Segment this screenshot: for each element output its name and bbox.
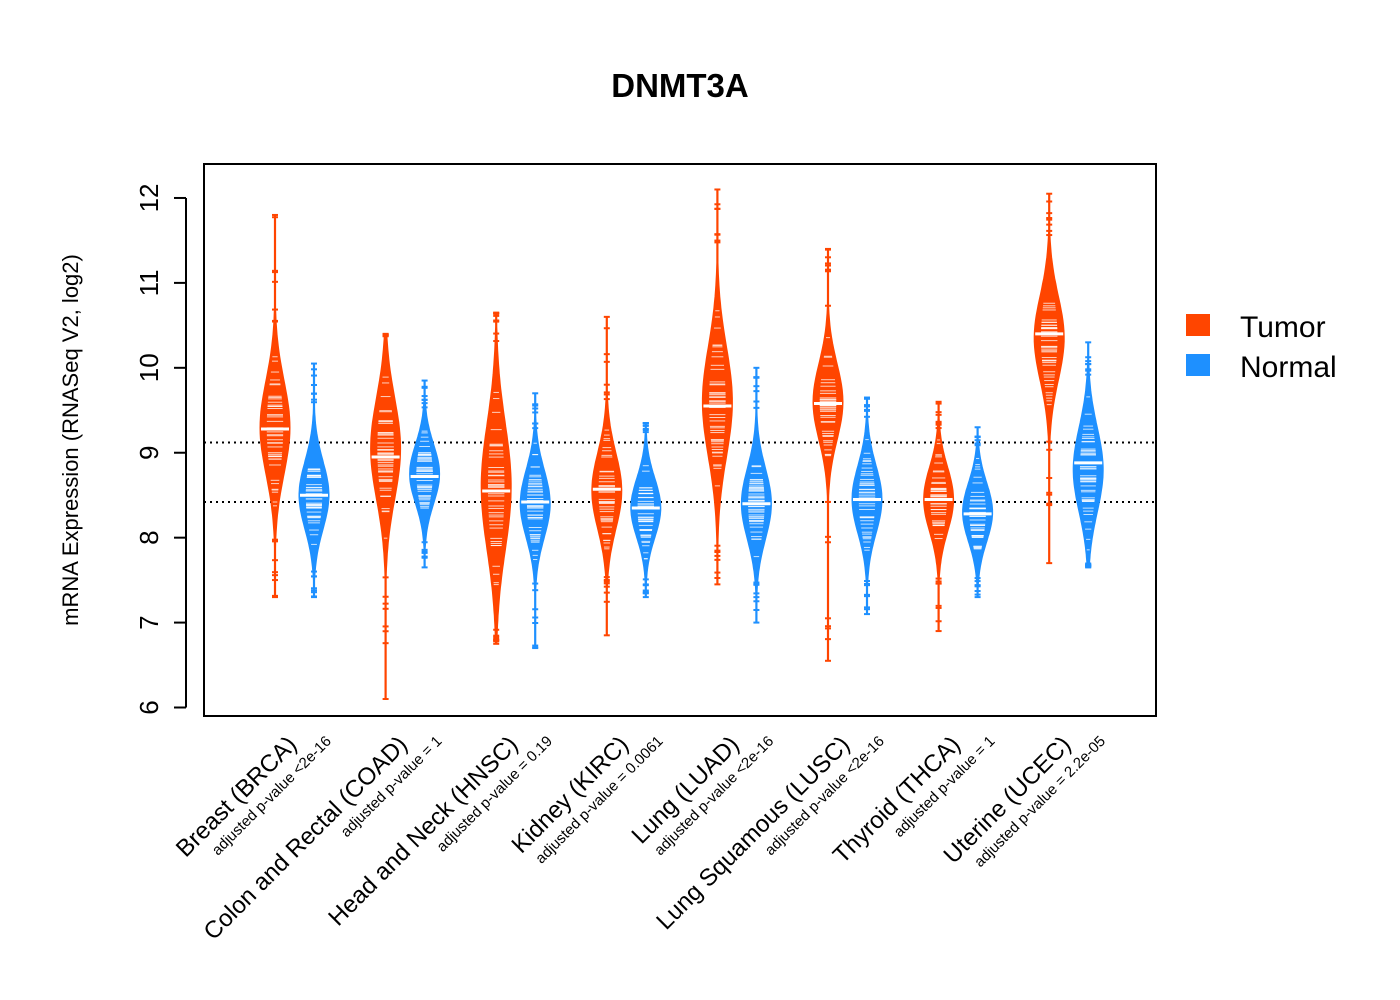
chart-title: DNMT3A xyxy=(611,67,749,104)
violin xyxy=(409,379,441,569)
violin xyxy=(851,396,883,616)
x-axis-labels: Breast (BRCA)adjusted p-value <2e-16Colo… xyxy=(171,731,1109,945)
violins xyxy=(259,188,1104,701)
reference-lines xyxy=(204,441,1156,503)
legend-swatch-normal xyxy=(1186,354,1210,376)
violin xyxy=(701,188,733,586)
y-tick-label: 12 xyxy=(134,184,164,213)
legend-swatch-tumor xyxy=(1186,314,1210,336)
violin xyxy=(591,315,623,637)
violin xyxy=(370,332,402,701)
violin-body xyxy=(298,363,330,598)
violin xyxy=(1072,341,1104,569)
violin-body xyxy=(923,401,955,632)
plot-frame xyxy=(203,163,1157,717)
y-tick-label: 10 xyxy=(134,353,164,382)
violin xyxy=(923,400,955,633)
violin xyxy=(812,247,844,662)
violin-body xyxy=(630,422,662,598)
violin-body xyxy=(1033,193,1065,564)
legend: Tumor Normal xyxy=(1186,311,1337,384)
violin xyxy=(962,426,994,599)
y-tick-label: 6 xyxy=(134,700,164,714)
legend-label-tumor: Tumor xyxy=(1240,311,1326,344)
y-axis: 6 7 8 9 10 11 12 xyxy=(134,184,187,715)
violin xyxy=(740,366,772,624)
violin-body xyxy=(701,189,733,585)
y-tick-label: 9 xyxy=(134,446,164,460)
violin xyxy=(480,311,512,645)
violin xyxy=(630,422,662,599)
y-tick-label: 8 xyxy=(134,530,164,544)
y-tick-label: 7 xyxy=(134,615,164,629)
violin-body xyxy=(480,312,512,645)
violin xyxy=(519,392,551,650)
y-axis-label: mRNA Expression (RNASeq V2, log2) xyxy=(58,254,83,626)
y-tick-label: 11 xyxy=(134,269,164,296)
legend-label-normal: Normal xyxy=(1240,351,1337,384)
violin xyxy=(298,362,330,599)
violin-body xyxy=(370,333,402,700)
violin xyxy=(1033,192,1065,565)
violin xyxy=(259,213,291,599)
